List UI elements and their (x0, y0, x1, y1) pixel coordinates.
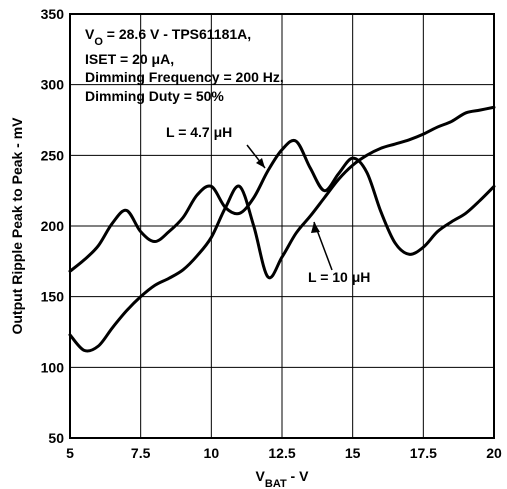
annotation-line-3: Dimming Frequency = 200 Hz, (85, 69, 284, 85)
y-tick-label: 100 (41, 359, 65, 375)
series-label-4p7: L = 4.7 μH (166, 124, 266, 169)
series-line-4p7 (68, 138, 496, 273)
annotation-block: VO = 28.6 V - TPS61181A, ISET = 20 μA, D… (85, 26, 284, 104)
y-tick-label: 150 (41, 289, 65, 305)
series-line-10 (68, 105, 496, 353)
annotation-line-4: Dimming Duty = 50% (85, 88, 224, 104)
series-label-text-10: L = 10 μH (308, 269, 370, 285)
x-tick-label: 17.5 (410, 445, 437, 461)
series-lines (68, 105, 496, 353)
x-tick-label: 20 (486, 445, 502, 461)
series-label-arrow-10 (311, 222, 320, 233)
y-tick-label: 350 (41, 6, 65, 22)
y-tick-label: 200 (41, 218, 65, 234)
x-tick-label: 10 (204, 445, 220, 461)
y-tick-label: 250 (41, 147, 65, 163)
series-label-10: L = 10 μH (308, 221, 370, 285)
x-tick-label: 15 (345, 445, 361, 461)
x-tick-label: 5 (66, 445, 74, 461)
x-tick-label: 12.5 (268, 445, 295, 461)
annotation-line-2: ISET = 20 μA, (85, 51, 174, 67)
y-tick-label: 50 (48, 430, 64, 446)
plot-frame (69, 13, 495, 439)
annotation-line-1: VO = 28.6 V - TPS61181A, (85, 26, 251, 48)
x-tick-label: 7.5 (131, 445, 151, 461)
tick-labels: 5 7.5 10 12.5 15 17.5 20 50 100 150 200 250 300 350 (41, 6, 502, 461)
x-axis-title: VBAT - V (256, 468, 310, 489)
series-label-text-4p7: L = 4.7 μH (166, 124, 232, 140)
series-label-arrow-4p7 (256, 158, 265, 168)
y-tick-label: 300 (41, 77, 65, 93)
y-axis-title: Output Ripple Peak to Peak - mV (9, 117, 25, 335)
